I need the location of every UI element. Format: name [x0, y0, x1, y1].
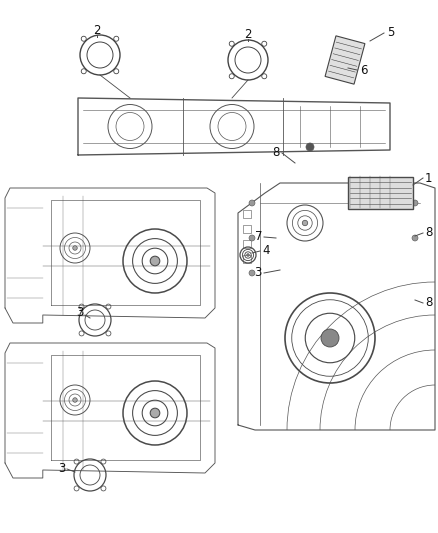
Circle shape [73, 398, 77, 402]
Circle shape [249, 235, 255, 241]
Polygon shape [325, 36, 365, 84]
Circle shape [150, 256, 160, 266]
Bar [243, 255, 251, 263]
Bar [347, 177, 413, 209]
Text: 3: 3 [76, 306, 84, 319]
Circle shape [247, 254, 249, 256]
Text: 7: 7 [254, 230, 262, 244]
Circle shape [150, 408, 160, 418]
Text: 8: 8 [272, 147, 280, 159]
Bar [243, 225, 251, 233]
Text: 8: 8 [425, 227, 432, 239]
Circle shape [249, 200, 255, 206]
Text: 6: 6 [360, 63, 367, 77]
Text: 3: 3 [254, 266, 262, 279]
Text: 2: 2 [93, 25, 101, 37]
Circle shape [306, 143, 314, 151]
Text: 3: 3 [58, 462, 66, 474]
Circle shape [302, 220, 308, 225]
Text: 2: 2 [244, 28, 252, 42]
Text: 8: 8 [425, 296, 432, 310]
Circle shape [73, 246, 77, 251]
Circle shape [321, 329, 339, 347]
Text: 4: 4 [262, 245, 269, 257]
Circle shape [412, 200, 418, 206]
Text: 1: 1 [425, 172, 432, 184]
Circle shape [412, 235, 418, 241]
Bar [243, 210, 251, 218]
Bar [243, 240, 251, 248]
Circle shape [249, 270, 255, 276]
Text: 5: 5 [387, 27, 394, 39]
